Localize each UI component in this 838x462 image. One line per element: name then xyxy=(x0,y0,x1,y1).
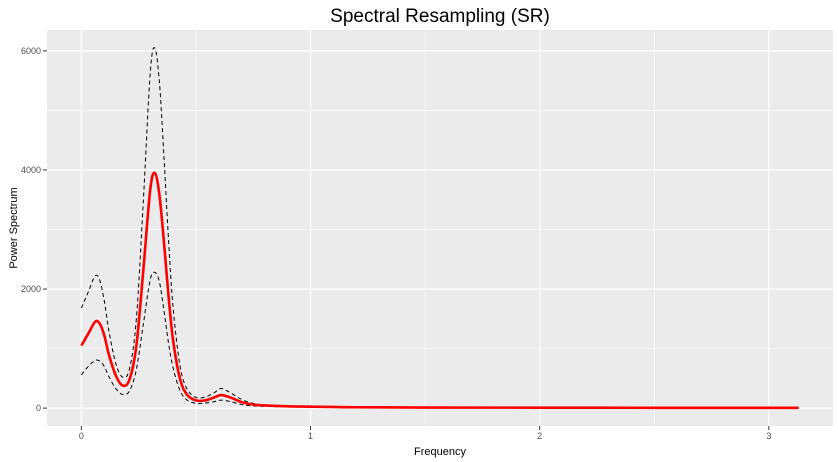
series-layer xyxy=(80,47,799,410)
plot-panel xyxy=(47,30,833,426)
y-axis-ticks: 0 2000 4000 6000 xyxy=(21,46,47,413)
x-tick-label: 1 xyxy=(308,431,313,441)
lower-bound-line xyxy=(80,271,799,409)
x-tick-label: 0 xyxy=(79,431,84,441)
spectrum-estimate-line xyxy=(80,171,799,410)
chart-title: Spectral Resampling (SR) xyxy=(330,6,550,27)
x-tick-label: 2 xyxy=(537,431,542,441)
y-tick-label: 4000 xyxy=(21,165,41,175)
x-axis-ticks: 0 1 2 3 xyxy=(79,426,771,441)
y-tick-label: 2000 xyxy=(21,284,41,294)
major-gridlines xyxy=(47,30,833,426)
x-axis-title: Frequency xyxy=(414,446,466,458)
y-tick-label: 6000 xyxy=(21,46,41,56)
x-tick-label: 3 xyxy=(766,431,771,441)
y-tick-label: 0 xyxy=(36,403,41,413)
y-axis-title: Power Spectrum xyxy=(8,187,20,268)
